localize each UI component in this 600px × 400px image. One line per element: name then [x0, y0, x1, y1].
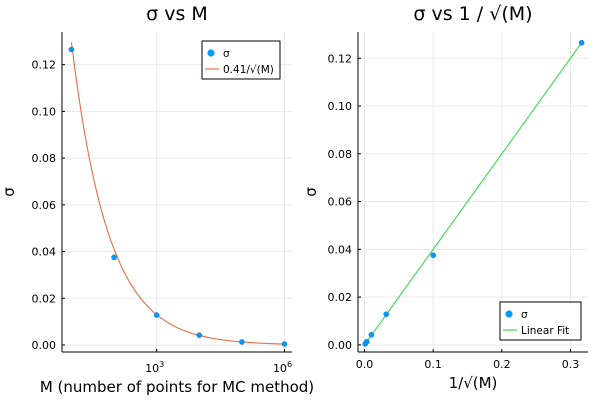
x-axis-label: 1/√(M) [449, 374, 498, 392]
data-point [430, 252, 436, 259]
y-tick-label: 0.06 [328, 196, 353, 209]
legend: σ 0.41/√(M) [201, 40, 281, 80]
y-tick-label: 0.12 [32, 59, 57, 72]
x-tick-label: 0.3 [562, 358, 580, 371]
y-tick-label: 0.06 [32, 199, 57, 212]
y-tick-label: 0.10 [32, 105, 57, 118]
y-tick-label: 0.08 [32, 152, 57, 165]
data-point [239, 339, 245, 345]
data-point [196, 332, 203, 338]
legend-box [499, 301, 582, 341]
series-line-2 [364, 42, 583, 345]
y-tick-label: 0.12 [328, 52, 353, 65]
y-tick-label: 0.00 [32, 339, 57, 352]
x-tick-label: 0.0 [356, 358, 374, 371]
legend-label: σ [223, 48, 230, 60]
x-tick-label: 103 [145, 360, 164, 375]
data-point [368, 332, 375, 338]
y-axis-label: σ [302, 187, 320, 197]
legend-marker [207, 49, 215, 57]
x-tick-base: 10 [145, 362, 159, 375]
x-tick-base: 10 [273, 362, 287, 375]
data-point [578, 39, 585, 46]
data-point [153, 312, 160, 318]
x-tick-label: 106 [273, 360, 292, 375]
x-tick-label: 0.1 [424, 358, 442, 371]
x-tick-exponent: 6 [287, 360, 292, 369]
legend-label: Linear Fit [521, 325, 569, 337]
chart-2: 0.00 0.02 0.04 0.06 0.08 0.10 0.12 0.0 0.1 0.2 0.3… [302, 3, 588, 392]
legend-marker [505, 310, 513, 318]
data-point [68, 46, 75, 53]
data-point [281, 341, 288, 347]
legend-label: σ [521, 309, 528, 321]
series-line-2 [70, 42, 285, 345]
y-tick-label: 0.04 [32, 246, 57, 259]
data-point [383, 311, 390, 318]
y-tick-label: 0.04 [328, 243, 353, 256]
y-tick-label: 0.02 [32, 292, 57, 305]
chart-title: σ vs M [146, 3, 208, 25]
y-tick-label: 0.02 [328, 291, 353, 304]
chart-title: σ vs 1 / √(M) [413, 3, 532, 25]
data-point [362, 341, 369, 347]
y-tick-label: 0.00 [328, 339, 353, 352]
x-tick-exponent: 3 [159, 360, 164, 369]
y-tick-label: 0.08 [328, 148, 353, 161]
data-point [111, 254, 117, 261]
y-tick-label: 0.10 [328, 100, 353, 113]
legend-box [201, 40, 281, 80]
legend: σ Linear Fit [499, 301, 582, 341]
legend-label: 0.41/√(M) [223, 64, 274, 76]
y-axis-label: σ [0, 187, 18, 197]
x-tick-label: 0.2 [493, 358, 511, 371]
x-axis-label: M (number of points for MC method) [40, 378, 314, 396]
